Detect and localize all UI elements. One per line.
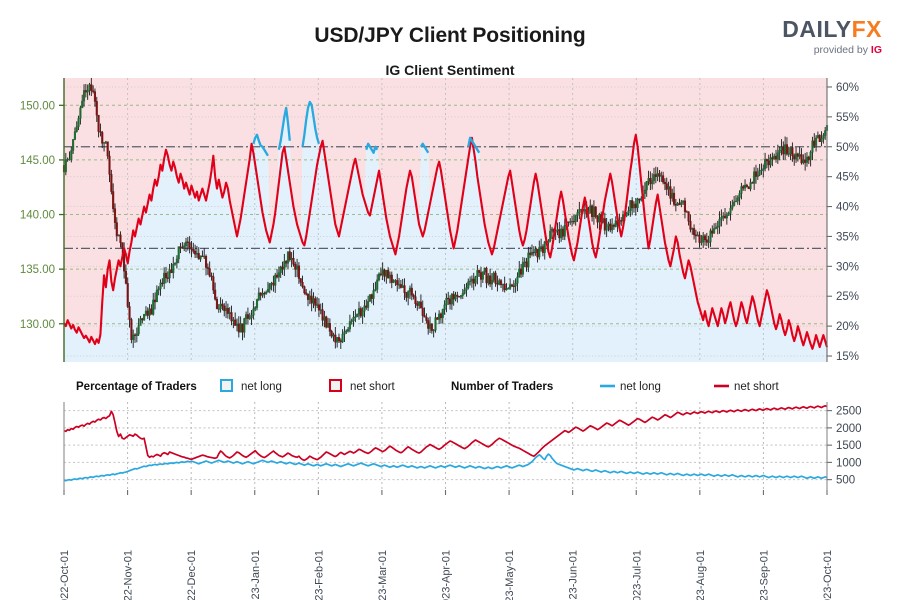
net-long-percentage-line <box>419 142 430 154</box>
brand-daily-text: DAILY <box>782 16 852 42</box>
x-axis-tick-label: 2022-Nov-01 <box>123 550 135 600</box>
x-axis-tick-label: 2023-Apr-01 <box>441 550 453 600</box>
price-candlesticks <box>62 77 829 349</box>
dailyfx-logo: DAILYFX provided by IG <box>782 18 882 56</box>
legend-pct-net-short-label: net short <box>350 381 396 393</box>
y-axis-bottom-tick: 2000 <box>836 423 862 435</box>
y-axis-bottom-tick: 1500 <box>836 440 862 452</box>
chart-legend: Percentage of Traders net long net short Nu… <box>76 379 780 393</box>
y-axis-right-tick: 50% <box>836 142 859 154</box>
net-long-percentage-line <box>467 136 481 154</box>
net-long-count-line <box>63 453 828 482</box>
y-axis-right-tick: 25% <box>836 291 859 303</box>
brand-ig-text: IG <box>870 44 882 56</box>
y-axis-bottom-tick: 1000 <box>836 457 862 469</box>
x-axis-tick-label: 2023-Oct-01 <box>822 550 834 600</box>
net-long-percentage-line <box>277 106 291 150</box>
x-axis-tick-label: 2023-Sep-01 <box>758 550 770 600</box>
y-axis-left-tick: 140.00 <box>20 210 55 222</box>
net-short-percentage-line <box>63 133 829 350</box>
y-axis-bottom-tick: 500 <box>836 475 855 487</box>
y-axis-left-tick: 145.00 <box>20 155 55 167</box>
y-axis-right-tick: 35% <box>836 231 859 243</box>
x-axis-tick-label: 2023-Aug-01 <box>695 550 707 600</box>
x-axis-tick-label: 2023-May-01 <box>504 550 516 600</box>
y-axis-right-tick: 55% <box>836 112 859 124</box>
x-axis-tick-label: 2023-Jul-01 <box>631 550 643 600</box>
net-long-percentage-line <box>301 100 321 147</box>
y-axis-left-tick: 130.00 <box>20 319 55 331</box>
page-title: USD/JPY Client Positioning <box>314 24 586 47</box>
y-axis-right-tick: 40% <box>836 202 859 214</box>
y-axis-left-tick: 135.00 <box>20 264 55 276</box>
y-axis-right-tick: 60% <box>836 82 859 94</box>
net-long-percentage-line <box>365 142 379 154</box>
x-axis-tick-label: 2023-Feb-01 <box>313 550 325 600</box>
x-axis-tick-label: 2022-Oct-01 <box>59 550 71 600</box>
y-axis-left-tick: 150.00 <box>20 100 55 112</box>
y-axis-right-tick: 30% <box>836 261 859 273</box>
legend-num-net-short-label: net short <box>734 381 780 393</box>
net-short-count-line <box>63 404 828 462</box>
x-axis-tick-label: 2023-Mar-01 <box>377 550 389 600</box>
x-axis-tick-label: 2022-Dec-01 <box>186 550 198 600</box>
x-axis-tick-label: 2023-Jan-01 <box>250 550 262 600</box>
y-axis-bottom-tick: 2500 <box>836 406 862 418</box>
y-axis-right-tick: 20% <box>836 321 859 333</box>
legend-percentage-of-traders-label: Percentage of Traders <box>76 381 197 393</box>
brand-provided-text: provided by <box>813 44 871 56</box>
legend-pct-net-short-swatch <box>329 379 342 392</box>
page-subtitle: IG Client Sentiment <box>385 62 515 78</box>
brand-fx-text: FX <box>851 16 882 42</box>
legend-number-of-traders-label: Number of Traders <box>451 381 553 393</box>
y-axis-right-tick: 15% <box>836 351 859 363</box>
x-axis-tick-label: 2023-Jun-01 <box>568 550 580 600</box>
legend-pct-net-long-swatch <box>220 379 233 392</box>
legend-num-net-long-label: net long <box>620 381 661 393</box>
y-axis-right-tick: 45% <box>836 172 859 184</box>
legend-pct-net-long-label: net long <box>241 381 282 393</box>
net-long-percentage-line <box>252 133 269 157</box>
